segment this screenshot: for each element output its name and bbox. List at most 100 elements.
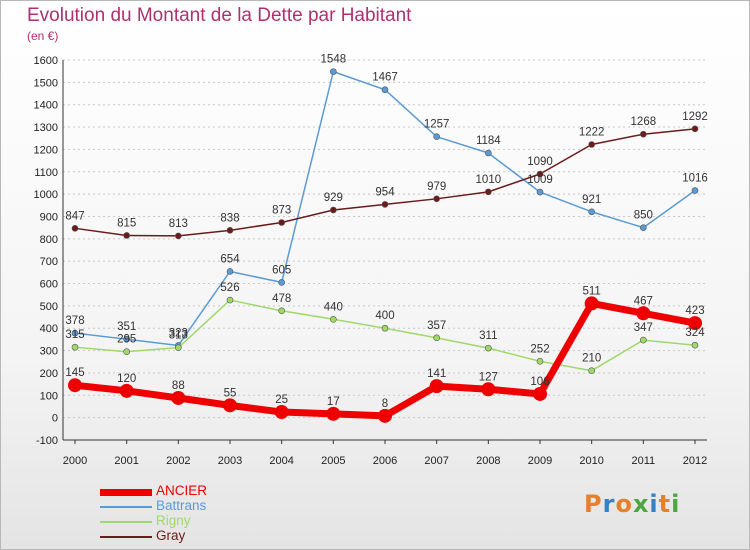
y-tick-label: 800 [40,234,58,246]
data-label: 921 [582,194,601,206]
legend-label: Gray [156,528,186,543]
data-label: 324 [685,327,705,339]
legend-item: Rigny [100,513,300,529]
legend-item: Battrans [100,498,300,514]
data-label: 1292 [682,111,708,123]
data-label: 838 [220,212,239,224]
x-tick-label: 2006 [373,455,397,467]
data-point [71,225,79,232]
data-label: 815 [117,217,136,229]
data-point [175,344,182,351]
data-label: 55 [224,387,237,399]
data-point [485,149,492,157]
data-label: 1222 [579,126,605,138]
x-tick-label: 2003 [218,455,242,467]
legend-label: Battrans [156,498,207,513]
data-label: 141 [427,368,446,380]
y-tick-label: 1100 [34,167,58,179]
data-point [119,383,134,398]
data-label: 1268 [631,116,657,128]
data-point [378,408,392,423]
data-point [588,367,595,375]
data-point [536,358,544,365]
data-point [278,307,285,315]
data-point [536,170,544,178]
data-point [640,336,647,344]
data-point [71,329,79,337]
legend-swatch [100,535,152,538]
data-label: 1016 [682,173,708,185]
data-label: 311 [479,330,497,342]
data-point [278,279,285,286]
y-tick-label: -100 [36,435,58,447]
data-label: 850 [634,210,653,222]
logo-letter: t [658,490,672,518]
data-label: 813 [169,218,188,230]
data-label: 252 [530,343,549,355]
data-label: 423 [685,305,704,317]
data-label: 1548 [321,54,347,66]
data-label: 323 [169,327,188,339]
x-tick-label: 2002 [166,455,190,467]
data-label: 847 [65,210,84,222]
data-point [429,379,444,394]
data-label: 979 [427,181,446,193]
data-point [588,208,595,216]
x-tick-label: 2007 [424,455,448,467]
data-label: 106 [530,376,549,388]
data-point [123,232,130,239]
data-point [433,334,440,342]
y-tick-label: 400 [40,323,58,335]
data-point [326,406,341,421]
data-label: 351 [117,321,136,333]
y-tick-label: 700 [40,256,58,268]
y-tick-label: 900 [40,211,58,223]
data-label: 8 [382,398,388,410]
data-label: 605 [272,264,291,276]
y-tick-label: 0 [52,413,58,425]
y-tick-label: 100 [40,390,58,402]
data-label: 378 [65,315,84,327]
data-point [688,316,702,331]
data-label: 313 [169,330,188,342]
data-point [278,219,285,226]
y-tick-label: 1000 [34,189,58,201]
data-point [330,68,337,75]
legend-swatch [100,520,152,523]
data-label: 88 [172,380,185,392]
data-point [226,296,234,304]
legend-label: Rigny [156,513,191,528]
data-point [330,315,337,323]
data-label: 1257 [424,119,450,131]
x-tick-label: 2008 [476,455,500,467]
data-label: 1184 [476,135,501,147]
y-tick-label: 1400 [34,100,58,112]
legend-label: ANCIER [156,483,208,498]
data-label: 315 [65,329,84,341]
data-point [223,398,237,413]
data-point [485,344,492,352]
data-label: 127 [479,371,498,383]
y-tick-label: 1300 [34,122,58,134]
logo-letter: i [671,490,681,518]
data-label: 210 [582,353,601,365]
data-label: 347 [634,322,653,334]
data-point [533,386,547,401]
data-point [433,133,440,140]
logo-letter: x [632,490,650,518]
chart-title: Evolution du Montant de la Dette par Hab… [27,5,412,26]
legend-swatch [100,488,152,496]
logo-letter: r [602,490,616,518]
chart-subtitle: (en €) [27,29,59,43]
data-point [330,206,337,214]
data-label: 654 [220,253,240,265]
x-tick-label: 2009 [528,455,552,467]
data-label: 1090 [527,156,553,168]
data-point [691,125,699,133]
y-tick-label: 1200 [34,144,58,156]
data-label: 357 [427,320,446,332]
data-point [226,227,234,234]
x-tick-label: 2001 [114,455,138,467]
data-point [584,296,599,311]
